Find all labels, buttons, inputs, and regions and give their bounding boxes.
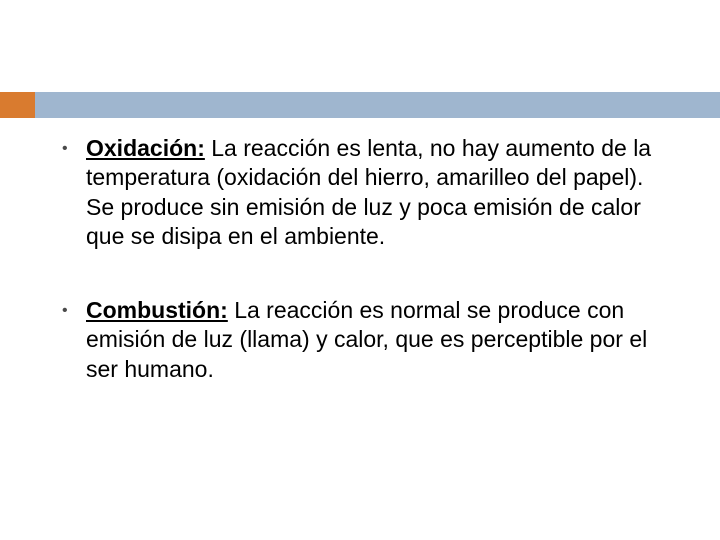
list-item-text: Oxidación: La reacción es lenta, no hay …: [86, 134, 672, 252]
bullet-icon: •: [58, 296, 86, 326]
list-item: • Oxidación: La reacción es lenta, no ha…: [58, 134, 672, 252]
header-accent-bar: [0, 92, 720, 118]
term-label: Combustión:: [86, 297, 228, 323]
term-label: Oxidación:: [86, 135, 205, 161]
list-item: • Combustión: La reacción es normal se p…: [58, 296, 672, 384]
list-item-text: Combustión: La reacción es normal se pro…: [86, 296, 672, 384]
bullet-icon: •: [58, 134, 86, 164]
accent-orange-segment: [0, 92, 35, 118]
accent-blue-segment: [35, 92, 720, 118]
slide-body: • Oxidación: La reacción es lenta, no ha…: [58, 134, 672, 428]
